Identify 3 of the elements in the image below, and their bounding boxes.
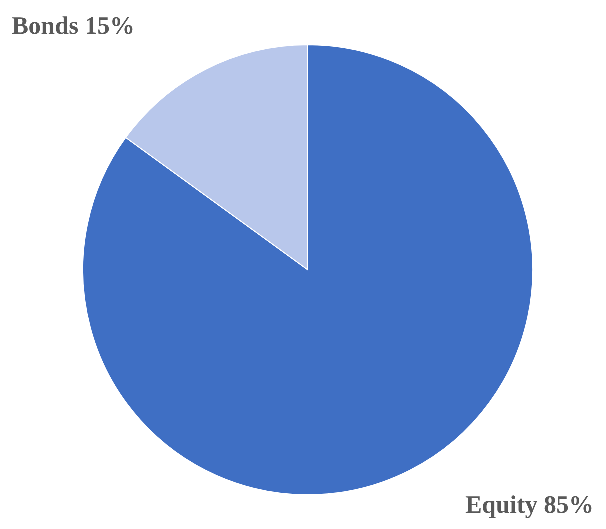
slice-label: Equity 85% xyxy=(465,492,594,519)
slice-label: Bonds 15% xyxy=(12,13,135,40)
pie-slice xyxy=(82,44,534,496)
